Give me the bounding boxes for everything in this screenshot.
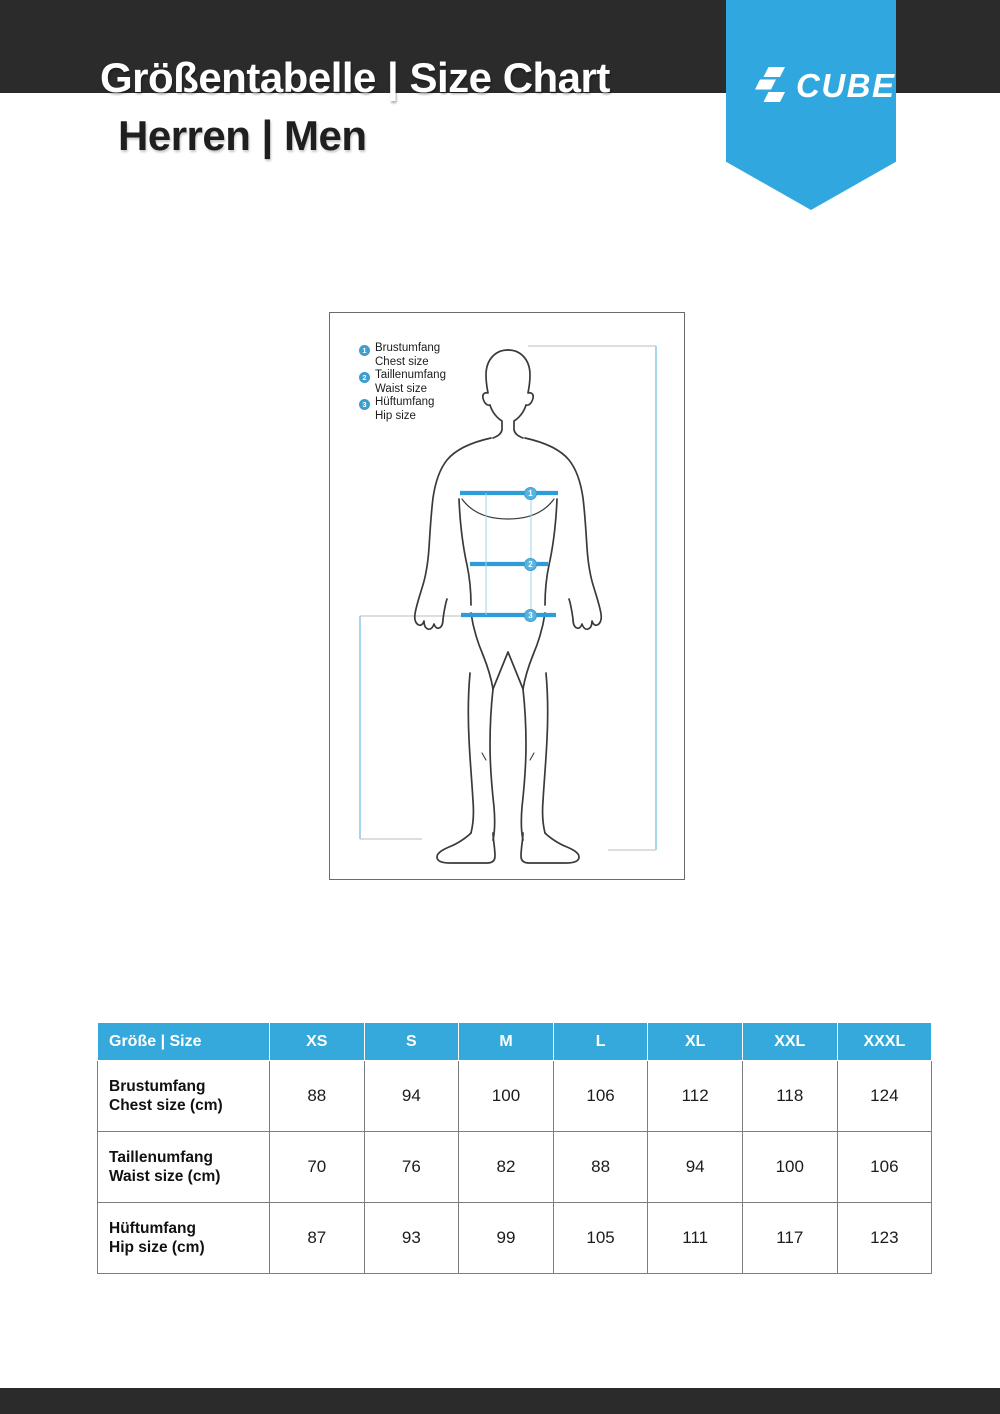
row-label-hip: Hüftumfang Hip size (cm) — [97, 1202, 270, 1274]
cell-hip-m: 99 — [458, 1202, 554, 1274]
legend-label-en: Waist size — [375, 382, 427, 395]
legend-badge-2-icon: 2 — [359, 372, 370, 383]
header-size-label: Größe | Size — [97, 1022, 270, 1061]
legend-text-waist: Taillenumfang Waist size — [375, 369, 446, 396]
cell-chest-xl: 112 — [647, 1060, 743, 1132]
footer-bar — [0, 1388, 1000, 1414]
legend-item-waist: 2 Taillenumfang Waist size — [359, 369, 509, 396]
cell-hip-xl: 111 — [647, 1202, 743, 1274]
size-chart-table: Größe | Size XS S M L XL XXL XXXL Brustu… — [97, 1022, 933, 1274]
row-label-waist: Taillenumfang Waist size (cm) — [97, 1131, 270, 1203]
cube-logo: CUBE — [755, 62, 915, 108]
page-title-secondary: Herren | Men — [118, 112, 367, 159]
legend-label-en: Chest size — [375, 355, 429, 368]
hip-measure-badge: 3 — [524, 609, 537, 622]
measurement-lines — [460, 490, 558, 618]
table-header-row: Größe | Size XS S M L XL XXL XXXL — [97, 1022, 933, 1061]
body-figure-svg — [359, 345, 657, 864]
header-size-xl: XL — [647, 1022, 743, 1061]
table-row: Hüftumfang Hip size (cm) 87 93 99 105 11… — [97, 1202, 933, 1274]
cell-waist-xs: 70 — [269, 1131, 365, 1203]
cell-chest-m: 100 — [458, 1060, 554, 1132]
cell-waist-xxl: 100 — [741, 1131, 838, 1203]
row-label-en: Chest size (cm) — [109, 1097, 223, 1114]
measurement-legend: 1 Brustumfang Chest size 2 Taillenumfang… — [359, 342, 509, 423]
legend-badge-1-icon: 1 — [359, 345, 370, 356]
cell-hip-xxl: 117 — [741, 1202, 838, 1274]
legend-label-de: Hüftumfang — [375, 396, 435, 408]
cell-chest-xxl: 118 — [741, 1060, 838, 1132]
cell-chest-s: 94 — [363, 1060, 460, 1132]
body-measurement-diagram: 1 Brustumfang Chest size 2 Taillenumfang… — [329, 312, 685, 880]
header-size-m: M — [458, 1022, 554, 1061]
legend-label-en: Hip size — [375, 409, 416, 422]
cell-waist-xxxl: 106 — [836, 1131, 933, 1203]
legend-item-hip: 3 Hüftumfang Hip size — [359, 396, 509, 423]
header-size-xxl: XXL — [741, 1022, 838, 1061]
legend-text-chest: Brustumfang Chest size — [375, 342, 440, 369]
header-size-xs: XS — [269, 1022, 365, 1061]
cell-chest-xxxl: 124 — [836, 1060, 933, 1132]
header-size-l: L — [552, 1022, 649, 1061]
cell-waist-l: 88 — [552, 1131, 649, 1203]
cell-waist-xl: 94 — [647, 1131, 743, 1203]
chest-measure-badge: 1 — [524, 487, 537, 500]
cell-hip-l: 105 — [552, 1202, 649, 1274]
cell-hip-s: 93 — [363, 1202, 460, 1274]
cell-waist-m: 82 — [458, 1131, 554, 1203]
row-label-de: Taillenumfang — [109, 1149, 213, 1166]
legend-text-hip: Hüftumfang Hip size — [375, 396, 434, 423]
cell-hip-xs: 87 — [269, 1202, 365, 1274]
cell-chest-l: 106 — [552, 1060, 649, 1132]
header-size-xxxl: XXXL — [836, 1022, 933, 1061]
page-title-primary: Größentabelle | Size Chart — [100, 54, 610, 101]
row-label-chest: Brustumfang Chest size (cm) — [97, 1060, 270, 1132]
row-label-de: Brustumfang — [109, 1078, 206, 1095]
row-label-en: Hip size (cm) — [109, 1239, 205, 1256]
cube-logo-icon — [755, 67, 785, 102]
cell-waist-s: 76 — [363, 1131, 460, 1203]
cell-chest-xs: 88 — [269, 1060, 365, 1132]
legend-label-de: Taillenumfang — [375, 369, 446, 381]
legend-badge-3-icon: 3 — [359, 399, 370, 410]
table-row: Taillenumfang Waist size (cm) 70 76 82 8… — [97, 1131, 933, 1203]
cell-hip-xxxl: 123 — [836, 1202, 933, 1274]
header-size-s: S — [363, 1022, 460, 1061]
table-row: Brustumfang Chest size (cm) 88 94 100 10… — [97, 1060, 933, 1132]
row-label-en: Waist size (cm) — [109, 1168, 221, 1185]
legend-item-chest: 1 Brustumfang Chest size — [359, 342, 509, 369]
waist-measure-badge: 2 — [524, 558, 537, 571]
cube-wordmark: CUBE — [796, 66, 896, 104]
row-label-de: Hüftumfang — [109, 1220, 196, 1237]
legend-label-de: Brustumfang — [375, 342, 441, 354]
male-body-outline — [413, 349, 603, 864]
brand-pennant — [726, 0, 896, 210]
